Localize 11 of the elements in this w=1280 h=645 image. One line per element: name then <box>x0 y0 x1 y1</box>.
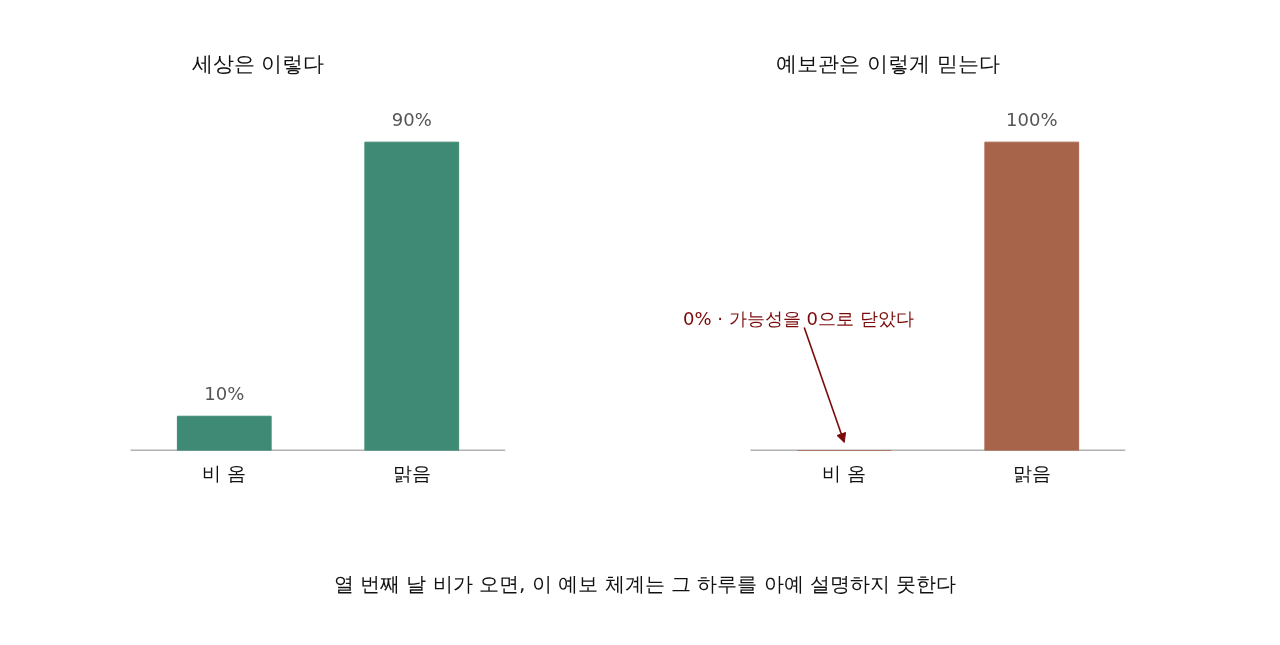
x-tick-label: 맑음 <box>392 461 431 484</box>
text: 열 번째 날 비가 오면, 이 예보 체계는 그 하루를 아예 설명하지 못한다 <box>333 571 957 598</box>
annotation: 0% · 가능성을 0으로 닫았다 <box>682 308 914 329</box>
x-tick-label: 비 옴 <box>202 461 247 484</box>
chart-title: 세상은 이렇다 <box>191 51 325 76</box>
chart-title: 예보관은 이렇게 믿는다 <box>776 51 1000 76</box>
data-label: 10% <box>204 383 245 405</box>
x-tick-label: 비 옴 <box>822 461 867 484</box>
data-label: 90% <box>391 109 432 131</box>
data-label: 100% <box>1006 109 1058 131</box>
x-tick-label: 맑음 <box>1012 461 1051 484</box>
